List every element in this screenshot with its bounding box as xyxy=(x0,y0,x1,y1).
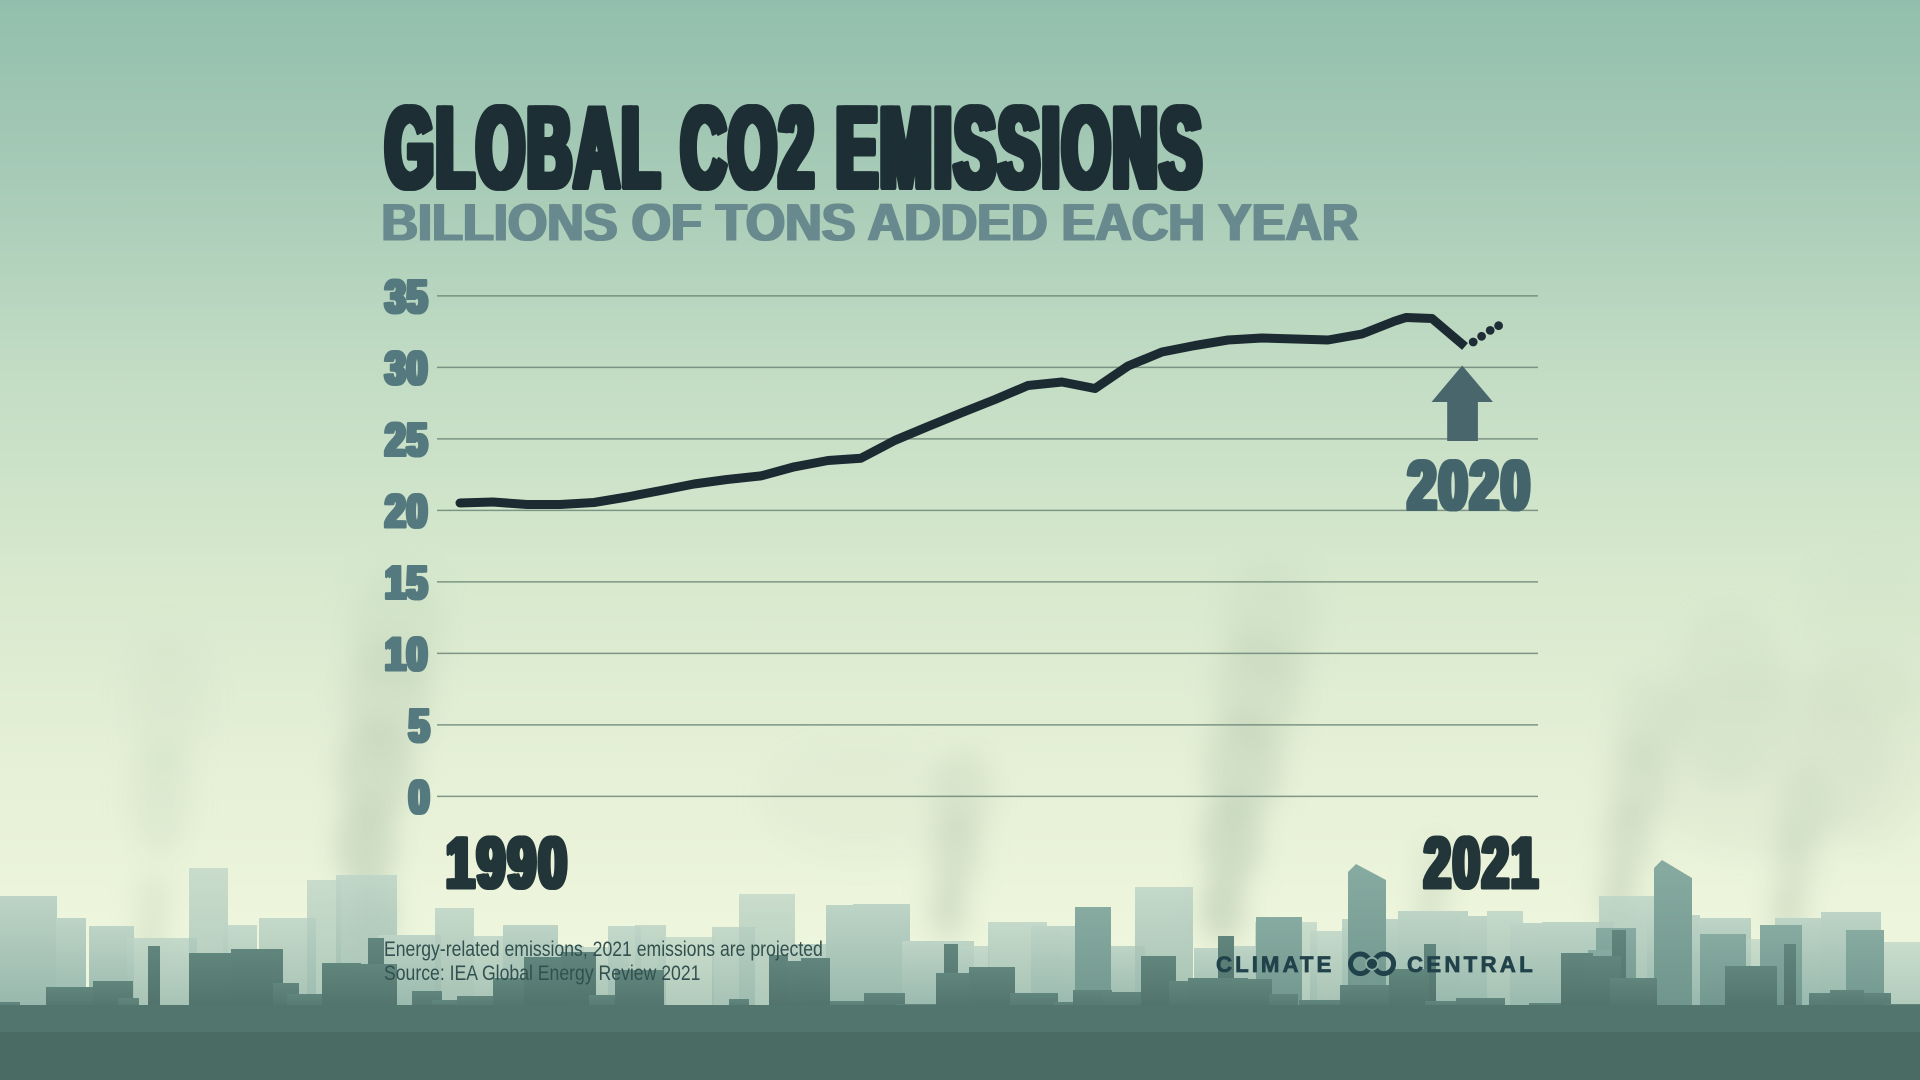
svg-text:5: 5 xyxy=(411,699,433,752)
svg-text:35: 35 xyxy=(387,270,430,323)
svg-text:10: 10 xyxy=(384,627,427,680)
svg-text:CLIMATE: CLIMATE xyxy=(1216,952,1334,977)
svg-text:30: 30 xyxy=(384,341,427,394)
svg-text:1990: 1990 xyxy=(445,824,568,904)
svg-text:2020: 2020 xyxy=(1406,448,1531,524)
svg-text:BILLIONS OF TONS ADDED EACH YE: BILLIONS OF TONS ADDED EACH YEAR xyxy=(383,193,1360,252)
svg-text:0: 0 xyxy=(411,770,433,823)
svg-text:35: 35 xyxy=(384,270,427,323)
svg-text:15: 15 xyxy=(387,556,430,609)
svg-text:GLOBAL CO2 EMISSIONS: GLOBAL CO2 EMISSIONS xyxy=(383,85,1202,212)
svg-text:1990: 1990 xyxy=(448,824,571,904)
svg-text:25: 25 xyxy=(384,413,427,466)
svg-text:10: 10 xyxy=(387,627,430,680)
svg-text:Source: IEA Global Energy Revi: Source: IEA Global Energy Review 2021 xyxy=(384,962,700,986)
svg-text:5: 5 xyxy=(408,699,430,752)
svg-text:2021: 2021 xyxy=(1423,823,1539,903)
svg-text:0: 0 xyxy=(408,770,430,823)
svg-text:Energy-related emissions, 2021: Energy-related emissions, 2021 emissions… xyxy=(384,938,823,962)
svg-text:2020: 2020 xyxy=(1410,448,1535,524)
svg-text:15: 15 xyxy=(384,556,427,609)
svg-text:30: 30 xyxy=(387,341,430,394)
svg-text:20: 20 xyxy=(387,484,430,537)
svg-text:2021: 2021 xyxy=(1426,823,1542,903)
svg-text:25: 25 xyxy=(387,413,430,466)
svg-text:CENTRAL: CENTRAL xyxy=(1407,952,1536,977)
svg-text:20: 20 xyxy=(384,484,427,537)
svg-text:GLOBAL CO2 EMISSIONS: GLOBAL CO2 EMISSIONS xyxy=(388,85,1207,212)
svg-text:BILLIONS OF TONS ADDED EACH YE: BILLIONS OF TONS ADDED EACH YEAR xyxy=(380,193,1357,252)
